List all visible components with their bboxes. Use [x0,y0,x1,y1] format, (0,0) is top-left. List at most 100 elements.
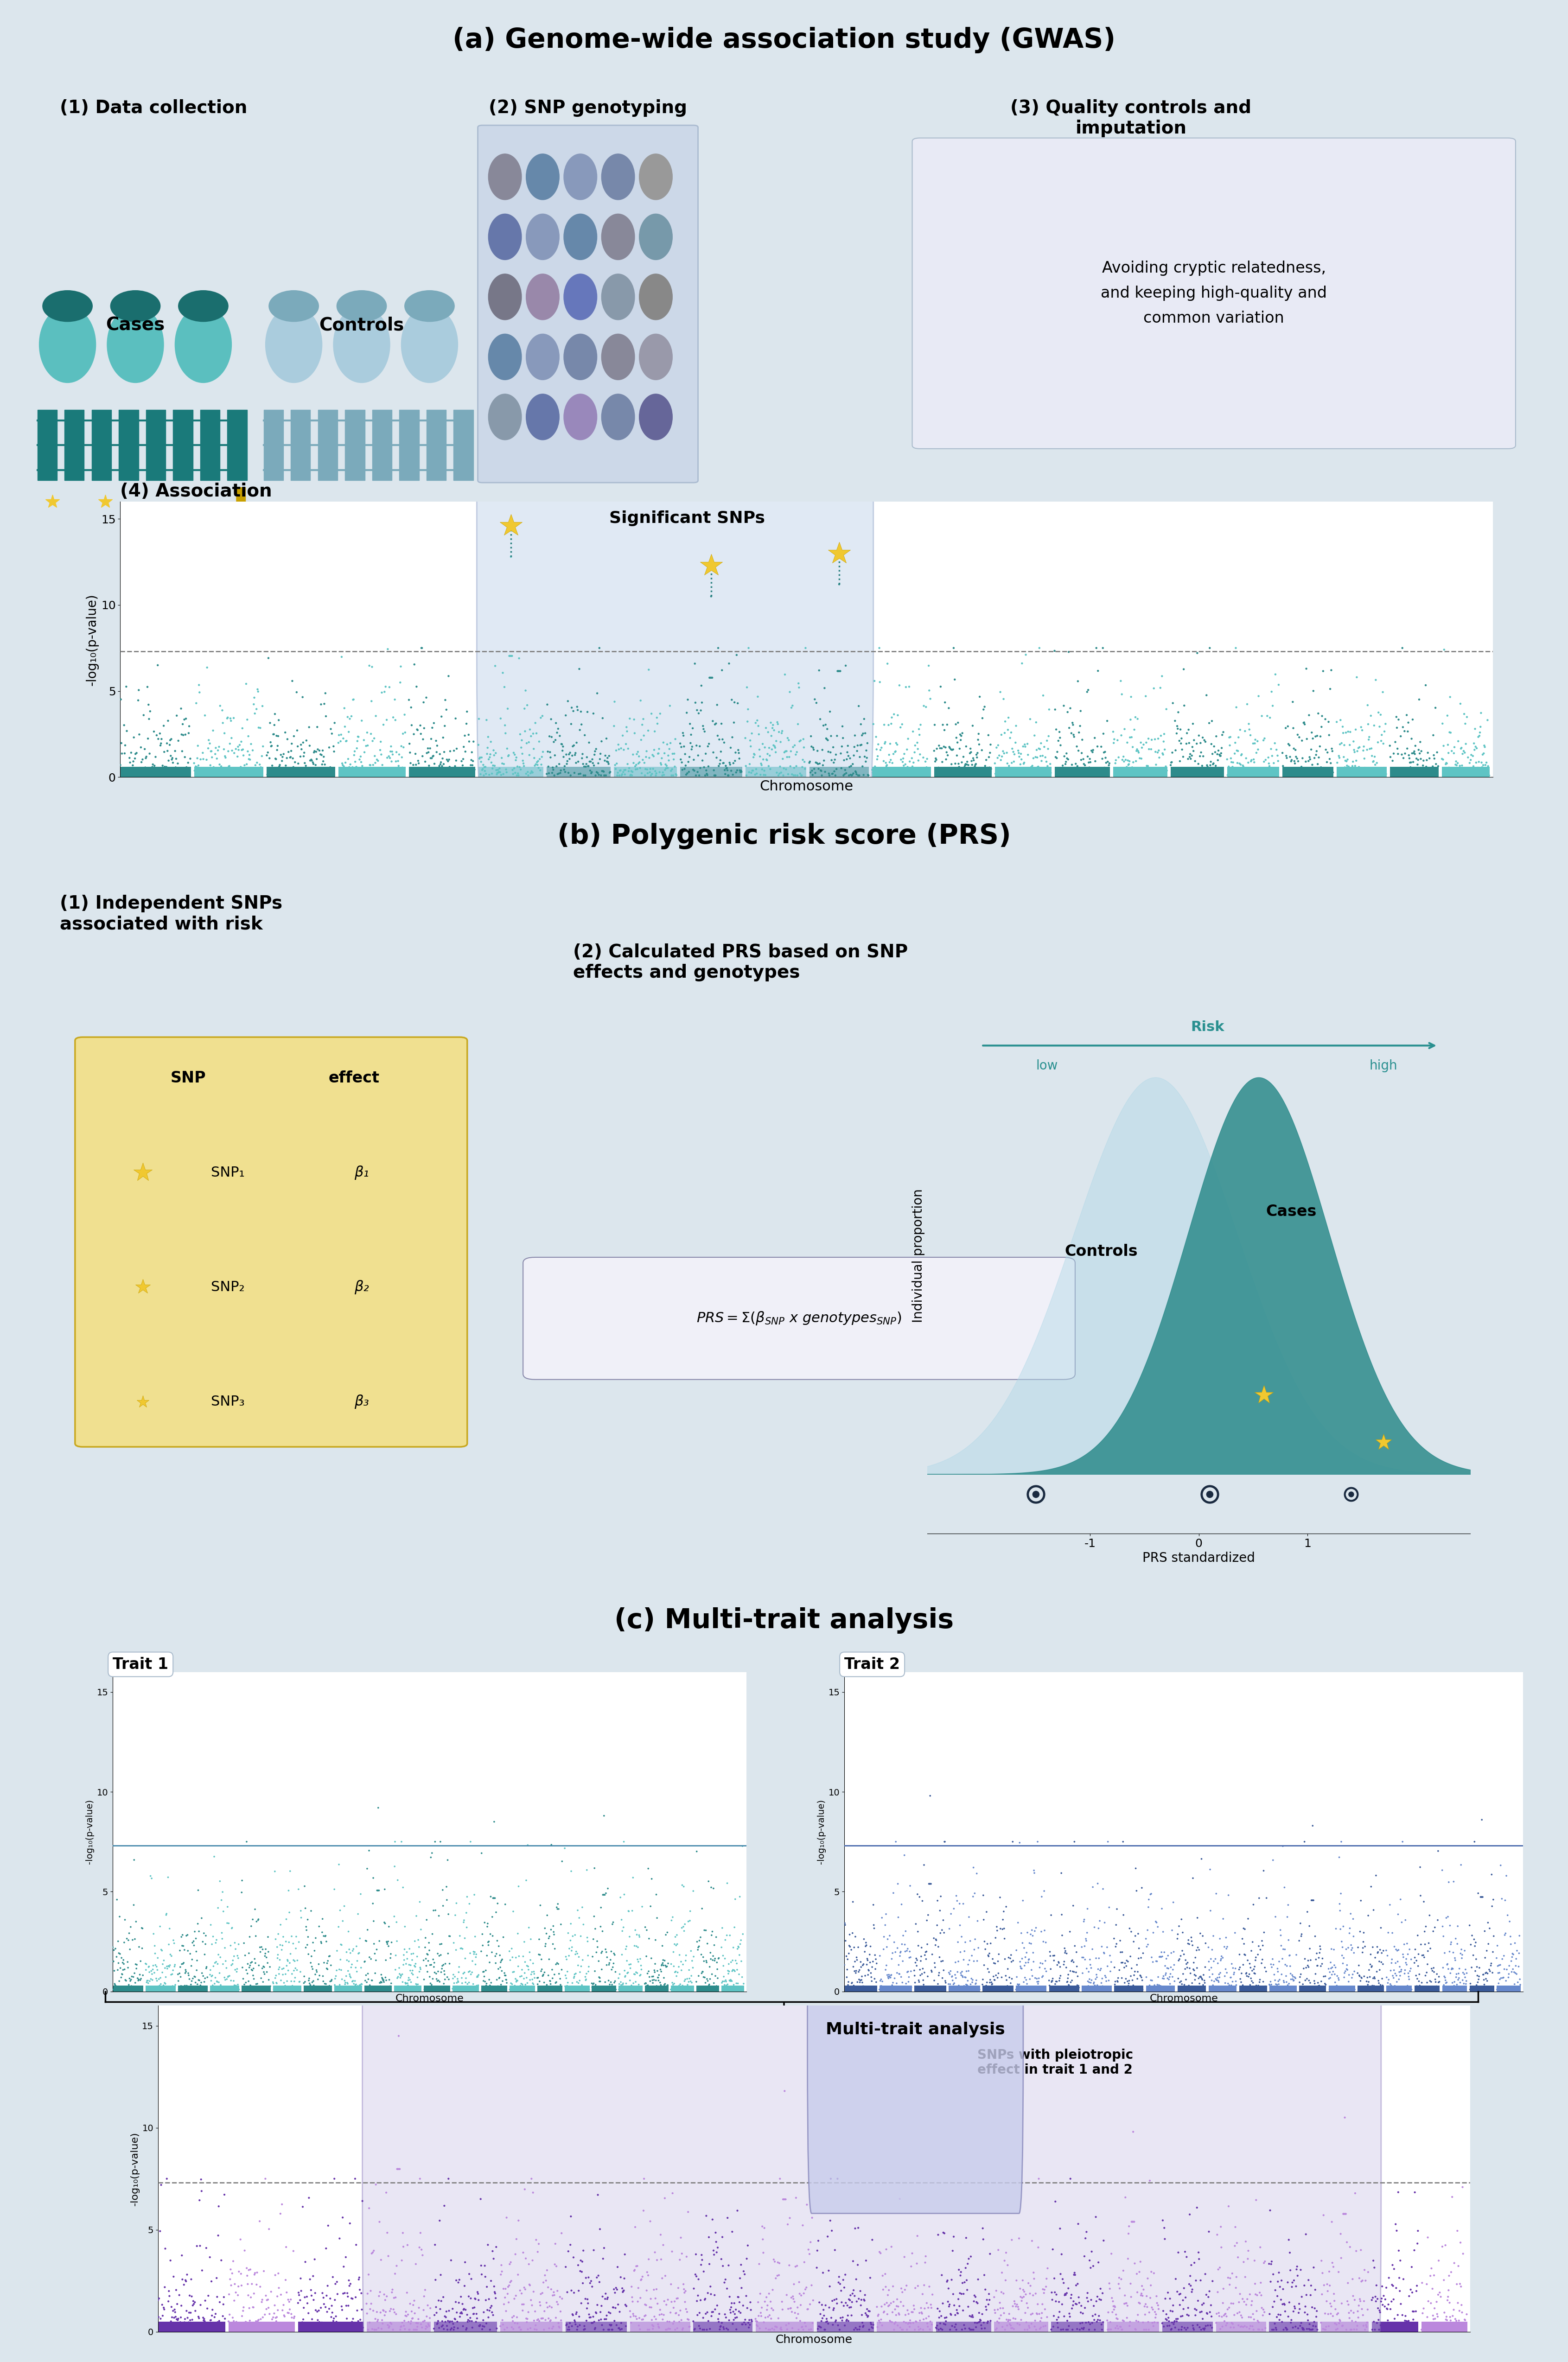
Point [622,2208,648,2246]
Point [535,2289,560,2327]
Point [1154,2296,1179,2334]
Point [662,1953,687,1991]
Point [950,713,975,751]
Point [1392,1956,1417,1994]
Point [1109,1934,1134,1972]
Point [475,1904,500,1942]
Point [1372,749,1397,787]
Point [745,678,770,716]
Point [693,2279,718,2317]
Point [390,2213,416,2251]
Point [604,751,629,789]
Point [1030,2308,1055,2345]
Point [941,1890,966,1927]
Point [439,2242,464,2279]
Bar [1146,1986,1174,1991]
Point [663,1958,688,1996]
Point [262,1968,287,2005]
Point [792,2303,817,2341]
Point [963,2303,988,2341]
Point [892,1970,917,2008]
Point [844,2282,869,2319]
Point [1217,2265,1242,2303]
Point [916,1970,941,2008]
Point [572,716,597,753]
Point [172,1932,198,1970]
Point [944,1883,969,1920]
Point [350,756,375,794]
Point [789,2308,814,2345]
Point [303,756,328,794]
Point [564,723,590,761]
Point [144,1949,169,1986]
Point [1319,730,1344,768]
Point [174,2256,199,2294]
Point [140,1960,165,1998]
Point [1309,1970,1334,2008]
Point [246,1901,271,1939]
Point [1049,1854,1074,1892]
Point [1178,2268,1203,2305]
Point [1471,735,1496,772]
Point [174,749,199,787]
Point [668,1944,693,1982]
Point [495,2284,521,2322]
Point [1438,1906,1463,1944]
Point [1359,1927,1385,1965]
Point [467,756,492,794]
Point [334,2286,359,2324]
Point [1336,753,1361,791]
Point [152,2268,177,2305]
Point [285,1970,310,2008]
Point [847,2308,872,2345]
Point [652,746,677,784]
Point [511,744,536,782]
Point [861,1906,886,1944]
Point [320,2294,345,2331]
Point [739,2284,764,2322]
Point [561,1970,586,2008]
Point [759,718,784,756]
Point [1109,2260,1134,2298]
Point [437,1918,463,1956]
Point [1076,1890,1101,1927]
Point [1422,1953,1447,1991]
Point [1439,1923,1465,1960]
Point [1000,732,1025,770]
Point [1014,2284,1040,2322]
Point [768,2310,793,2348]
Point [768,2308,793,2345]
Point [111,756,136,794]
Point [765,2244,790,2282]
Point [883,1932,908,1970]
Point [1294,2216,1319,2253]
Point [408,716,433,753]
Point [359,647,384,685]
Point [158,720,183,758]
Point [519,1960,544,1998]
Point [637,1970,662,2008]
Point [232,751,257,789]
Point [1402,2232,1427,2270]
Point [580,2303,605,2341]
Point [1146,1970,1171,2008]
Point [365,742,390,779]
Point [1347,756,1372,794]
Point [1259,2242,1284,2279]
Point [1011,2272,1036,2310]
Point [1287,2284,1312,2322]
Point [594,2279,619,2317]
Point [270,742,295,779]
Point [310,732,336,770]
Point [1040,1960,1065,1998]
Point [190,2251,215,2289]
Point [395,1960,420,1998]
Point [1074,2303,1099,2341]
Point [1259,1965,1284,2003]
Point [612,2260,637,2298]
Point [1435,1897,1460,1934]
Point [911,1960,936,1998]
Point [1447,746,1472,784]
Point [960,742,985,779]
Point [1142,2303,1167,2341]
